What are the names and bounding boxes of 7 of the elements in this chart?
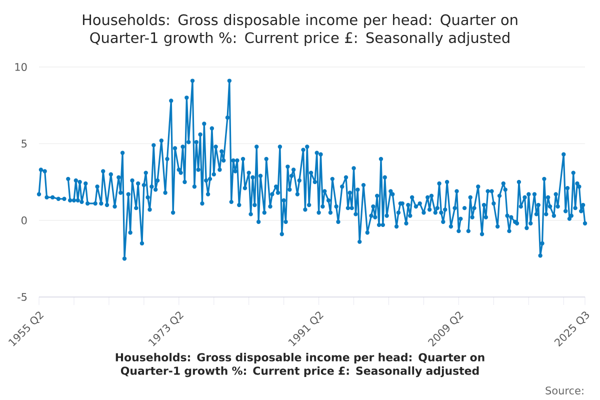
source-note: Source: bbox=[546, 386, 584, 394]
y-tick-label: -5 bbox=[18, 293, 27, 301]
y-tick-label: 0 bbox=[22, 216, 27, 224]
x-axis-title: Households: Gross disposable income per head: Quarter on Quarter-1 growth %: Current price £: Seasonally adjusted bbox=[116, 352, 484, 378]
y-tick-label: 10 bbox=[15, 63, 27, 71]
chart-title: Households: Gross disposable income per head: Quarter on Quarter-1 growth %: Current price £: Seasonally adjusted bbox=[82, 14, 518, 46]
y-tick-label: 5 bbox=[22, 140, 27, 148]
